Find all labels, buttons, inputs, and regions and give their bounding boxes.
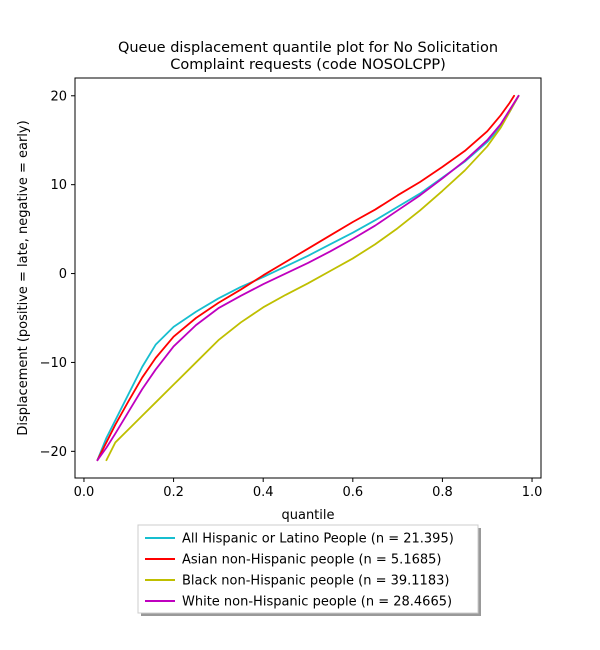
- x-tick-label: 0.8: [432, 485, 453, 500]
- x-tick-label: 0.6: [342, 485, 363, 500]
- legend-label-4: White non-Hispanic people (n = 28.4665): [182, 595, 452, 610]
- plot-frame: [74, 77, 542, 479]
- y-axis-ticks: −20 −10 0 10 20: [40, 89, 75, 460]
- series-layer: [96, 94, 520, 462]
- legend-box: [137, 524, 479, 614]
- legend-label-2: Asian non-Hispanic people (n = 5.1685): [182, 553, 441, 568]
- y-tick-label: 0: [59, 267, 67, 282]
- y-tick-label: 20: [50, 89, 67, 104]
- y-tick-label: −20: [40, 445, 67, 460]
- x-tick-label: 0.0: [74, 485, 95, 500]
- x-tick-label: 0.4: [253, 485, 274, 500]
- series-line-3: [105, 94, 520, 462]
- legend: All Hispanic or Latino People (n = 21.39…: [137, 524, 481, 616]
- chart-title-line-1: Queue displacement quantile plot for No …: [118, 40, 498, 56]
- legend-label-1: All Hispanic or Latino People (n = 21.39…: [182, 532, 454, 547]
- x-tick-label: 0.2: [163, 485, 184, 500]
- y-axis-label: Displacement (positive = late, negative …: [16, 120, 31, 435]
- y-tick-label: 10: [50, 178, 67, 193]
- series-line-4: [96, 94, 520, 462]
- chart-title-line-2: Complaint requests (code NOSOLCPP): [170, 57, 446, 73]
- x-axis-label: quantile: [281, 508, 334, 523]
- x-tick-label: 1.0: [522, 485, 543, 500]
- series-line-2: [96, 94, 516, 462]
- legend-label-3: Black non-Hispanic people (n = 39.1183): [182, 574, 449, 589]
- x-axis-ticks: 0.0 0.2 0.4 0.6 0.8 1.0: [74, 478, 543, 500]
- y-tick-label: −10: [40, 356, 67, 371]
- plot-area: [75, 78, 541, 478]
